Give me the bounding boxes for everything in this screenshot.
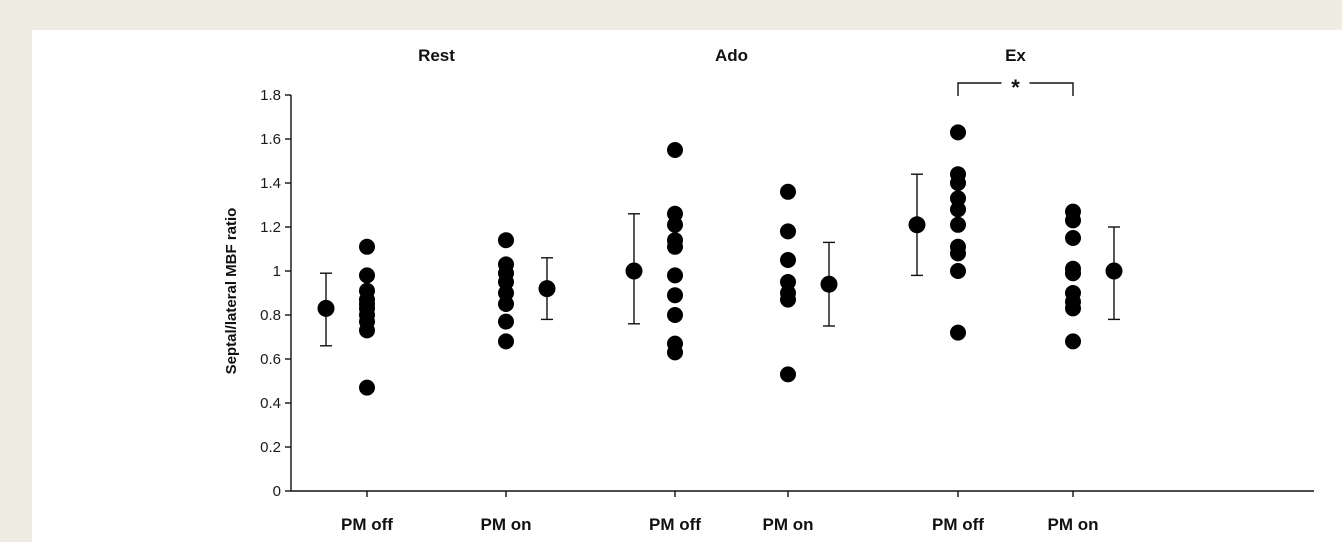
data-point [498,232,514,249]
data-point [1065,300,1081,317]
y-tick-label: 0.2 [260,439,281,456]
data-point [359,238,375,255]
group-title: Ado [715,46,748,65]
mean-marker [538,280,556,298]
mean-marker [625,262,643,280]
data-point [780,183,796,200]
x-tick-label: PM on [763,515,814,534]
data-point [1065,333,1081,350]
data-point [667,307,683,323]
data-point [1065,265,1081,282]
data-point [498,274,514,290]
data-point [950,216,966,233]
data-point [1065,212,1081,229]
x-tick-label: PM on [1048,515,1099,534]
x-tick-label: PM off [341,515,393,534]
data-point [667,142,683,158]
data-point [950,124,966,141]
chart-labels: 0 0.2 0.4 0.6 0.8 1 1.2 1.4 1.6 1.8 Septal/lateral… [223,46,1099,534]
data-point [667,238,683,255]
significance-bracket-left [957,82,1002,96]
significance-asterisk: * [1011,75,1020,100]
data-marks [317,82,1123,396]
data-point [780,252,796,268]
data-point [950,245,966,262]
y-tick-label: 1.8 [260,87,281,104]
y-tick-label: 0.8 [260,307,281,324]
data-point [950,324,966,341]
scatter-chart: 0 0.2 0.4 0.6 0.8 1 1.2 1.4 1.6 1.8 Septal/lateral… [223,46,1314,534]
y-tick-label: 1 [273,263,281,280]
data-point [498,313,514,330]
data-point [498,333,514,350]
mean-marker [820,275,838,293]
group-title: Rest [418,46,455,65]
y-tick-label: 0.6 [260,351,281,368]
x-tick-label: PM off [932,515,984,534]
y-tick-label: 0 [273,483,281,500]
data-point [359,322,375,339]
data-point [780,274,796,290]
data-point [667,205,683,222]
data-point [667,216,683,233]
significance-bracket-right [1029,82,1074,96]
group-title: Ex [1005,46,1026,65]
y-axis-label: Septal/lateral MBF ratio [223,208,240,375]
data-point [780,366,796,383]
data-point [667,344,683,361]
y-tick-label: 1.2 [260,219,281,236]
data-point [359,379,375,396]
x-tick-label: PM off [649,515,701,534]
data-point [950,190,966,207]
data-point [667,267,683,284]
data-point [780,223,796,240]
data-point [950,263,966,279]
mean-marker [1105,262,1123,280]
data-point [498,296,514,312]
y-tick-label: 1.6 [260,131,281,148]
data-point [950,175,966,191]
data-point [1065,230,1081,246]
data-point [667,287,683,304]
data-point [359,267,375,284]
axes [285,94,1314,497]
figure-panel: 0 0.2 0.4 0.6 0.8 1 1.2 1.4 1.6 1.8 Septal/lateral… [32,30,1342,542]
data-point [780,291,796,308]
y-tick-label: 0.4 [260,395,281,412]
mean-marker [317,299,335,317]
mean-marker [908,216,926,234]
y-tick-label: 1.4 [260,175,281,192]
data-point [950,201,966,218]
data-point [498,285,514,301]
x-tick-label: PM on [481,515,532,534]
